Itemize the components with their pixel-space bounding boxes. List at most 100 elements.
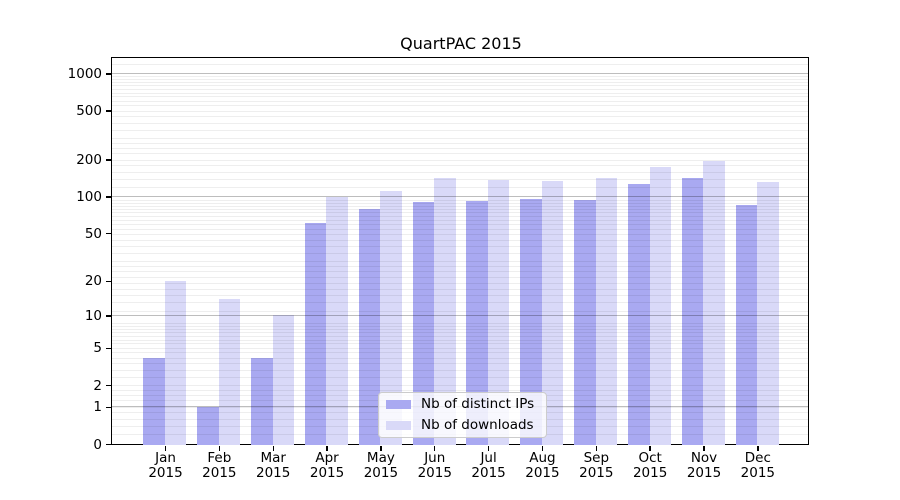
bar-distinct-ips-aug xyxy=(520,199,542,445)
grid-minor-line xyxy=(112,261,809,263)
x-tick-mark-feb xyxy=(218,446,221,451)
grid-minor-line xyxy=(112,352,809,354)
bar-distinct-ips-nov xyxy=(681,178,704,445)
bar-downloads-mar xyxy=(272,315,295,445)
y-tick-mark-1000 xyxy=(106,73,112,75)
grid-minor-line xyxy=(112,253,809,255)
bar-downloads-apr xyxy=(326,197,348,445)
y-tick-mark-50 xyxy=(106,232,112,235)
grid-minor-line xyxy=(112,147,809,149)
legend-swatch-downloads xyxy=(386,420,411,431)
x-tick-month: Jun xyxy=(424,449,446,466)
x-tick-mark-may xyxy=(380,446,382,451)
grid-minor-line xyxy=(112,339,809,341)
grid-minor-line xyxy=(112,384,809,386)
grid-minor-line xyxy=(112,171,809,173)
grid-minor-line xyxy=(112,295,809,297)
y-tick-mark-2 xyxy=(106,384,112,387)
x-tick-mark-apr xyxy=(326,446,328,451)
grid-minor-line xyxy=(112,357,809,359)
grid-minor-line xyxy=(112,82,809,84)
x-tick-mark-mar xyxy=(272,446,274,451)
grid-minor-line xyxy=(112,234,809,236)
grid-minor-line xyxy=(112,122,809,124)
grid-minor-line xyxy=(112,343,809,345)
grid-minor-line xyxy=(112,389,809,391)
grid-minor-line xyxy=(112,110,809,112)
x-tick-label-jul: Jul 2015 xyxy=(457,450,521,482)
grid-minor-line xyxy=(112,332,809,334)
bar-distinct-ips-feb xyxy=(197,406,219,445)
x-tick-month: Sep xyxy=(583,449,610,466)
grid-minor-line xyxy=(112,205,809,207)
grid-minor-line xyxy=(112,310,809,312)
grid-minor-line xyxy=(112,100,809,102)
grid-minor-line xyxy=(112,116,809,118)
x-tick-year: 2015 xyxy=(202,465,237,481)
y-tick-label-10: 10 xyxy=(84,307,102,324)
grid-minor-line xyxy=(112,216,809,218)
grid-minor-line xyxy=(112,142,809,144)
bar-distinct-ips-apr xyxy=(304,223,327,445)
x-tick-label-aug: Aug 2015 xyxy=(510,449,574,482)
bar-downloads-aug xyxy=(541,181,564,445)
x-tick-year: 2015 xyxy=(256,465,291,481)
bar-downloads-jun xyxy=(434,178,456,445)
x-tick-label-feb: Feb 2015 xyxy=(187,450,251,482)
x-tick-mark-aug xyxy=(541,446,544,451)
bar-downloads-feb xyxy=(218,298,241,445)
y-tick-label-100: 100 xyxy=(76,188,102,205)
y-tick-label-1000: 1000 xyxy=(67,65,102,82)
y-tick-mark-100 xyxy=(106,196,112,198)
x-tick-label-apr: Apr 2015 xyxy=(295,449,359,482)
plot-area xyxy=(111,57,810,445)
x-tick-mark-dec xyxy=(757,446,759,451)
y-tick-mark-1 xyxy=(106,406,112,408)
x-tick-label-nov: Nov 2015 xyxy=(672,449,736,482)
x-tick-mark-jan xyxy=(164,446,167,451)
bar-distinct-ips-sep xyxy=(574,200,596,445)
legend-item-distinct-ips: Nb of distinct IPs xyxy=(386,395,546,414)
bar-distinct-ips-jan xyxy=(143,357,165,445)
grid-minor-line xyxy=(112,92,809,94)
grid-minor-line xyxy=(112,347,809,349)
y-tick-mark-20 xyxy=(106,280,112,282)
x-tick-label-mar: Mar 2015 xyxy=(241,450,305,482)
grid-major-line-10 xyxy=(112,314,809,316)
bar-downloads-may xyxy=(380,190,402,445)
y-tick-mark-10 xyxy=(106,315,112,317)
grid-minor-line xyxy=(112,79,809,81)
x-tick-month: Dec xyxy=(744,449,771,466)
x-tick-mark-jul xyxy=(487,446,490,451)
grid-minor-line xyxy=(112,323,809,325)
x-tick-label-jun: Jun 2015 xyxy=(403,449,467,482)
grid-minor-line xyxy=(112,228,809,230)
grid-major-line-1000 xyxy=(112,72,809,75)
grid-minor-line xyxy=(112,276,809,278)
grid-minor-line xyxy=(112,199,809,201)
grid-minor-line xyxy=(112,212,809,214)
grid-minor-line xyxy=(112,96,809,98)
x-tick-label-jan: Jan 2015 xyxy=(134,449,198,482)
bar-downloads-oct xyxy=(649,166,672,445)
bar-downloads-dec xyxy=(757,182,779,445)
y-tick-mark-0 xyxy=(106,443,112,446)
grid-minor-line xyxy=(112,219,809,221)
x-tick-month: Aug xyxy=(529,449,556,466)
x-tick-month: Apr xyxy=(315,449,339,466)
x-tick-year: 2015 xyxy=(525,465,560,481)
x-tick-year: 2015 xyxy=(309,465,345,481)
x-tick-label-sep: Sep 2015 xyxy=(564,449,628,482)
x-tick-month: Jan xyxy=(155,449,176,466)
x-tick-month: Nov xyxy=(690,449,718,466)
grid-minor-line xyxy=(112,246,809,248)
grid-minor-line xyxy=(112,88,809,90)
x-tick-mark-jun xyxy=(434,446,436,451)
grid-minor-line xyxy=(112,187,809,189)
y-tick-mark-200 xyxy=(106,159,112,161)
grid-minor-line xyxy=(112,153,809,155)
x-tick-year: 2015 xyxy=(363,465,399,481)
grid-major-line-100 xyxy=(112,195,809,198)
x-tick-year: 2015 xyxy=(740,465,776,481)
y-tick-label-500: 500 xyxy=(76,103,102,120)
